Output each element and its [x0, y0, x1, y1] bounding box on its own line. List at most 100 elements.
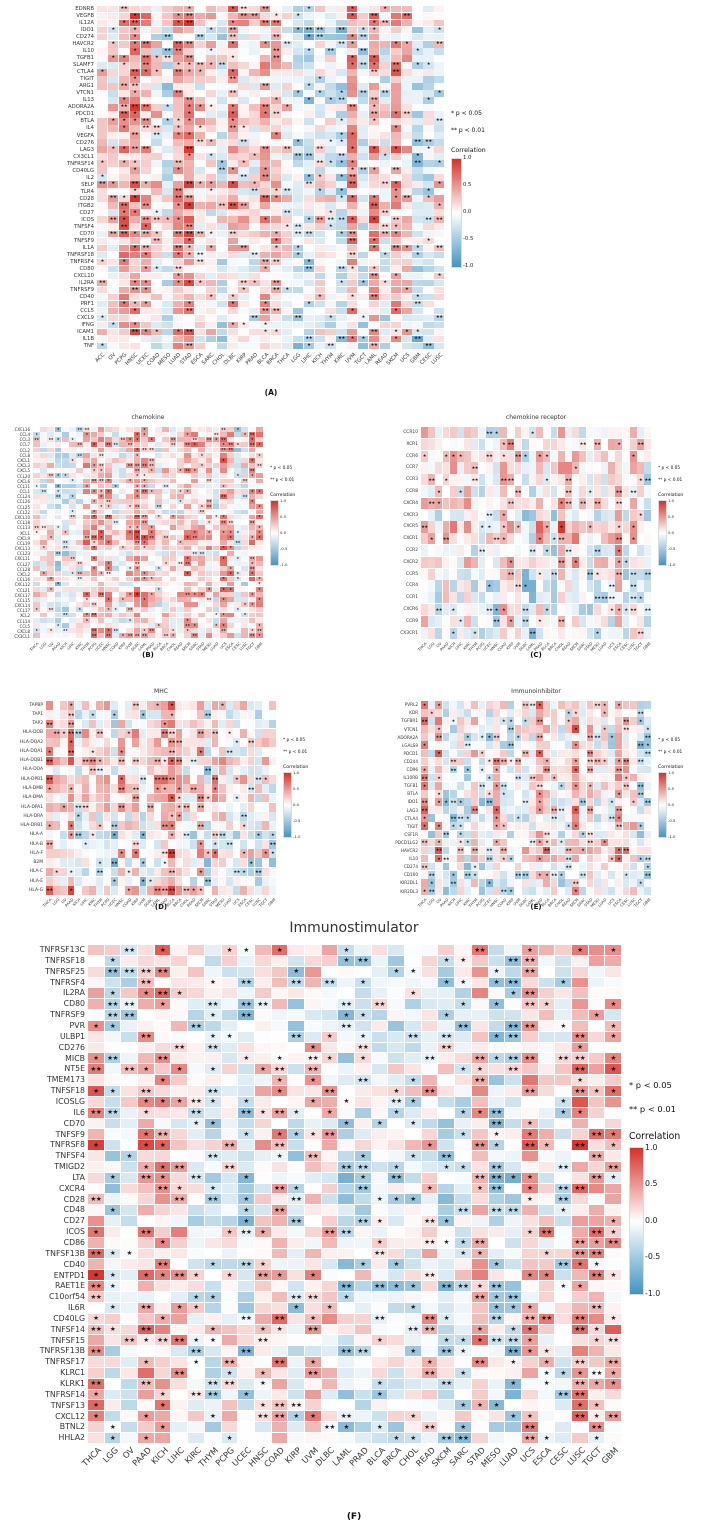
correlation-cell: ★ — [97, 504, 105, 510]
correlation-cell — [219, 566, 227, 571]
correlation-cell — [247, 719, 255, 729]
correlation-cell — [262, 821, 269, 830]
correlation-cell — [118, 90, 130, 97]
correlation-cell: ★ — [347, 307, 358, 315]
correlation-cell — [478, 533, 486, 545]
correlation-cell — [133, 581, 141, 587]
correlation-cell: ★ — [96, 821, 104, 830]
correlation-cell — [428, 450, 435, 462]
correlation-cell — [485, 462, 493, 474]
correlation-cell — [478, 830, 486, 839]
correlation-cell: ★ — [421, 450, 428, 462]
correlation-cell — [183, 514, 191, 520]
correlation-cell — [269, 765, 276, 775]
correlation-cell — [368, 153, 380, 160]
correlation-cell — [205, 328, 217, 336]
correlation-cell — [493, 717, 500, 725]
correlation-cell — [412, 265, 423, 272]
correlation-cell — [90, 524, 98, 530]
correlation-cell: ★★ — [485, 509, 493, 521]
correlation-cell — [97, 139, 108, 146]
correlation-cell — [379, 258, 391, 265]
correlation-cell — [390, 6, 401, 13]
colorbar-tick-label: 0.0 — [668, 530, 675, 536]
gene-label: PDCD1 — [75, 111, 94, 118]
correlation-cell: ★★ — [421, 717, 428, 725]
correlation-cell: ★★ — [204, 765, 212, 775]
correlation-cell: ★ — [292, 244, 304, 251]
correlation-cell — [90, 447, 98, 453]
correlation-cell: ★ — [219, 612, 227, 618]
correlation-cell — [435, 806, 443, 814]
correlation-cell — [336, 167, 347, 174]
correlation-cell — [435, 474, 443, 486]
correlation-cell — [390, 202, 401, 209]
correlation-cell — [90, 586, 98, 592]
correlation-cell: ★ — [347, 41, 358, 48]
correlation-cell — [325, 251, 336, 258]
correlation-cell: ★ — [255, 576, 263, 582]
gene-label: CXCL2 — [17, 571, 30, 577]
correlation-cell — [132, 710, 140, 719]
correlation-cell: ★★ — [368, 293, 380, 301]
correlation-cell — [368, 90, 380, 97]
correlation-cell — [103, 867, 111, 877]
correlation-cell: ★ — [54, 437, 62, 443]
correlation-cell — [151, 90, 162, 97]
correlation-cell — [47, 468, 55, 474]
correlation-cell — [90, 597, 98, 602]
correlation-cell — [412, 27, 423, 34]
correlation-cell — [514, 556, 522, 569]
correlation-cell: ★★ — [140, 104, 151, 111]
correlation-cell — [423, 321, 434, 329]
correlation-cell — [112, 478, 119, 484]
correlation-cell: ★ — [248, 535, 256, 541]
correlation-cell — [485, 717, 493, 725]
correlation-cell: ★ — [434, 90, 445, 97]
correlation-cell — [47, 478, 55, 484]
gene-label: TAP1 — [32, 711, 43, 717]
correlation-cell: ★★ — [314, 216, 325, 223]
correlation-cell — [76, 633, 83, 639]
correlation-cell — [211, 701, 219, 710]
correlation-cell — [190, 802, 197, 812]
correlation-cell — [557, 580, 565, 592]
correlation-cell — [155, 576, 162, 582]
correlation-cell — [97, 457, 105, 463]
correlation-cell — [644, 790, 651, 798]
correlation-cell — [204, 839, 212, 849]
correlation-cell — [390, 342, 401, 350]
correlation-cell: ★★ — [565, 497, 572, 510]
correlation-cell — [103, 812, 111, 821]
correlation-cell — [615, 725, 623, 733]
correlation-cell — [97, 432, 105, 437]
correlation-cell: ★ — [536, 749, 543, 758]
legend-p01-label: ** p < 0.01 — [451, 127, 485, 135]
correlation-cell — [227, 146, 238, 153]
correlation-cell: ★★ — [514, 485, 522, 498]
correlation-cell: ★★ — [162, 633, 170, 639]
correlation-cell: ★ — [536, 450, 543, 462]
correlation-cell — [76, 478, 83, 484]
correlation-cell — [593, 450, 601, 462]
correlation-cell: ★★ — [133, 561, 141, 566]
correlation-cell — [146, 858, 154, 867]
correlation-cell — [97, 437, 105, 443]
gene-label: CCR6 — [406, 453, 418, 459]
correlation-cell — [434, 167, 445, 174]
correlation-cell: ★★ — [140, 463, 148, 468]
correlation-cell: ★★ — [90, 602, 98, 608]
correlation-cell: ★ — [107, 27, 119, 34]
correlation-cell: ★ — [233, 775, 240, 784]
correlation-cell — [212, 457, 220, 463]
correlation-cell — [565, 603, 572, 616]
correlation-cell — [303, 251, 314, 258]
correlation-cell: ★ — [615, 556, 623, 569]
correlation-cell: ★ — [90, 499, 98, 504]
correlation-cell — [162, 447, 170, 453]
correlation-cell: ★★ — [303, 335, 314, 343]
correlation-cell — [269, 775, 276, 784]
correlation-cell — [33, 540, 40, 546]
correlation-cell — [183, 463, 191, 468]
correlation-cell — [565, 830, 572, 839]
